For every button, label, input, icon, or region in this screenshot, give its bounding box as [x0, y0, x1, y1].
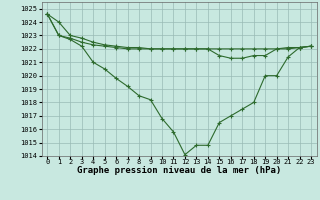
X-axis label: Graphe pression niveau de la mer (hPa): Graphe pression niveau de la mer (hPa): [77, 166, 281, 175]
